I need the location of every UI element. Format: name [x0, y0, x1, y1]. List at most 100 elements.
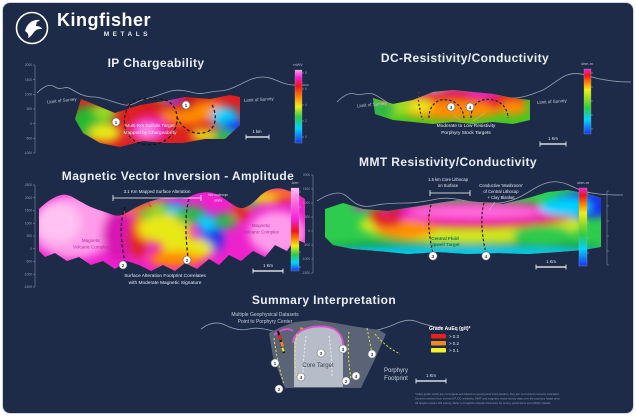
legend-label-03: > 0.3 — [449, 334, 459, 339]
mvi-fault-right — [185, 198, 190, 259]
mvi-volcanic-right-line1: Magnetic — [252, 223, 271, 228]
svg-text:500: 500 — [27, 107, 33, 111]
svg-text:1: 1 — [185, 103, 188, 109]
mvi-bracket-label: 3.1 Km Mapped Surface Alteration — [124, 189, 191, 194]
svg-text:1000: 1000 — [25, 93, 32, 97]
dc-title: DC-Resistivity/Conductivity — [381, 51, 549, 65]
summary-subtitle-line2: Point to Porphyry Center — [238, 319, 293, 325]
summary-subtitle-line1: Multiple Geophysical Datasets — [231, 312, 299, 318]
mmt-conduit-right — [481, 202, 487, 254]
summary-core-target-shape — [294, 327, 343, 387]
svg-text:2: 2 — [186, 258, 189, 264]
dc-limit-right: Limit of Survey — [537, 98, 568, 105]
mvi-title: Magnetic Vector Inversion - Amplitude — [62, 169, 294, 183]
mmt-mushroom-line3: + Clay Blanket — [487, 195, 515, 200]
svg-text:4: 4 — [305, 103, 307, 107]
mvi-red-mark-2 — [147, 201, 152, 208]
dc-marker-4: 4 — [465, 102, 475, 112]
panel-mvi-amplitude: Magnetic Vector Inversion - Amplitude 25… — [24, 165, 328, 295]
dc-leader-right — [472, 112, 486, 122]
dc-marker-3: 3 — [446, 102, 456, 112]
svg-text:2: 2 — [345, 379, 348, 385]
mmt-lithocap-bracket — [429, 190, 471, 196]
summary-footprint-label-line2: Footprint — [384, 376, 408, 382]
ip-section-image — [75, 95, 240, 147]
mvi-volcanic-left-line1: Magnetic — [82, 238, 101, 243]
svg-text:2000: 2000 — [25, 63, 32, 67]
svg-text:2000: 2000 — [25, 196, 32, 200]
svg-text:4: 4 — [485, 254, 488, 260]
mmt-bracket-line2: on Surface — [438, 183, 459, 188]
svg-text:500: 500 — [305, 215, 311, 219]
svg-text:3: 3 — [342, 347, 345, 353]
svg-text:-1000: -1000 — [24, 151, 32, 155]
svg-text:0: 0 — [30, 247, 32, 251]
svg-text:A/m: A/m — [292, 181, 299, 185]
ip-elevation-labels: 2000 1500 1000 500 0 -500 -1000 — [24, 63, 32, 155]
dc-fault-dashed — [417, 87, 424, 121]
svg-text:mV/V: mV/V — [293, 63, 303, 67]
panel-mmt-resistivity: MMT Resistivity/Conductivity 2000 1500 1… — [302, 153, 633, 293]
svg-text:6: 6 — [305, 87, 307, 91]
dc-annotation-line2: Porphyry Stock Targets — [441, 130, 491, 136]
summary-grade-intercept-red — [277, 334, 283, 341]
svg-text:4: 4 — [469, 105, 472, 111]
mmt-section-image — [325, 190, 601, 254]
summary-scale-bar: 1 Km — [415, 373, 447, 384]
summary-grade-dash — [300, 327, 303, 330]
svg-text:1: 1 — [115, 120, 118, 126]
ip-colorbar: mV/V 8 6 4 2 0 — [293, 63, 307, 144]
legend-title: Grade AuEq (g/t)* — [429, 326, 471, 332]
mmt-mushroom-line1: Conductive 'Mushroom' — [479, 183, 523, 188]
svg-text:1500: 1500 — [25, 209, 32, 213]
mvi-alteration-bracket — [112, 195, 202, 201]
ip-annotation-line2: Mapped by Chargeability — [123, 130, 177, 136]
mvi-volcanic-left-line2: Volcanic Complex — [73, 245, 110, 250]
mmt-colorbar: ohm-m — [577, 181, 589, 267]
svg-text:*AuEq grade shells are concept: *AuEq grade shells are conceptual and ba… — [415, 392, 560, 396]
svg-text:Sections derived from inverted: Sections derived from inverted IP, DC-re… — [415, 397, 561, 401]
svg-text:500: 500 — [27, 234, 33, 238]
dc-fault-dashed-red — [418, 91, 422, 111]
svg-text:1 Km: 1 Km — [426, 373, 436, 378]
svg-text:2: 2 — [305, 119, 307, 123]
svg-text:1000: 1000 — [25, 221, 32, 225]
mvi-marker-left: 2 — [118, 260, 128, 270]
mmt-elevation-labels: 2000 1500 1000 500 0 -500 -1000 -1500 — [302, 173, 310, 275]
mmt-title: MMT Resistivity/Conductivity — [359, 155, 537, 169]
svg-text:2: 2 — [278, 387, 281, 393]
summary-footprint-label-line1: Porphyry — [384, 368, 408, 374]
svg-text:0: 0 — [305, 135, 307, 139]
dc-stock-outline-left — [428, 99, 465, 119]
svg-text:0: 0 — [30, 122, 32, 126]
mmt-conduit-left — [428, 204, 434, 254]
svg-text:4: 4 — [355, 374, 358, 380]
svg-text:3: 3 — [450, 105, 453, 111]
ip-marker-2: 1 — [181, 100, 191, 110]
mvi-no-outcrop-line2: data — [214, 198, 223, 203]
svg-text:4: 4 — [300, 375, 303, 381]
mvi-volcanic-right-line2: Volcanic Complex — [243, 230, 280, 235]
ip-marker-1: 1 — [111, 117, 121, 127]
logo-name: Kingfisher — [57, 10, 152, 30]
svg-text:-500: -500 — [26, 260, 33, 264]
svg-text:1: 1 — [274, 361, 277, 367]
ip-limit-right: Limit of Survey — [244, 96, 275, 103]
svg-text:1000: 1000 — [303, 201, 310, 205]
svg-text:2: 2 — [122, 263, 125, 269]
legend-swatch-03 — [431, 334, 446, 339]
svg-text:1 Km: 1 Km — [548, 136, 558, 141]
panel-ip-chargeability: IP Chargeability 2000 1500 1000 500 0 -5… — [24, 53, 325, 163]
svg-text:-500: -500 — [26, 137, 33, 141]
mmt-scale-bar: 1 Km — [535, 259, 567, 270]
dc-limit-left: Limit of Survey — [357, 100, 388, 108]
svg-text:1 km: 1 km — [252, 129, 262, 134]
svg-text:-1500: -1500 — [302, 271, 310, 275]
legend-label-02: > 0.2 — [449, 341, 459, 346]
svg-text:2500: 2500 — [25, 183, 32, 187]
svg-text:2000: 2000 — [303, 173, 310, 177]
mvi-annotation-line1: Surface Alteration Footprint Correlates — [124, 273, 206, 279]
mvi-colorbar: A/m — [290, 181, 301, 272]
legend-label-01: > 0.1 — [449, 348, 459, 353]
